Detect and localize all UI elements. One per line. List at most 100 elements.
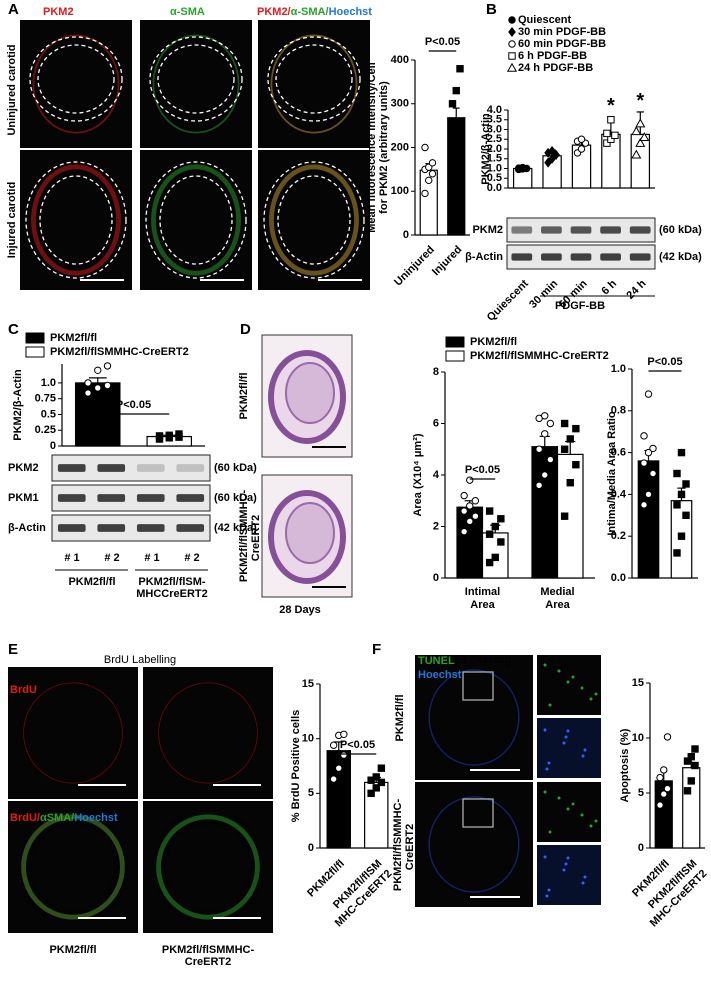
data-point xyxy=(340,751,348,759)
data-point xyxy=(460,491,468,500)
band xyxy=(629,226,651,234)
y-tick-label: 5 xyxy=(308,787,314,799)
micrograph-tissue xyxy=(31,164,121,276)
y-tick-label: 8 xyxy=(433,366,439,378)
y-tick-label: 3.5 xyxy=(487,114,502,126)
y-tick-label: 4 xyxy=(433,469,440,481)
x-tick-label: 24 h xyxy=(624,277,648,301)
data-point xyxy=(175,430,183,438)
micrograph-tissue xyxy=(151,164,241,276)
significance: * xyxy=(636,90,644,112)
data-point xyxy=(683,787,692,795)
data-point xyxy=(425,176,433,185)
data-point xyxy=(155,432,164,440)
nucleus xyxy=(562,741,566,745)
micrograph xyxy=(20,20,132,148)
nucleus xyxy=(557,796,561,800)
data-point xyxy=(485,558,494,567)
data-point xyxy=(94,366,102,375)
band xyxy=(97,524,126,532)
micrograph xyxy=(415,655,533,780)
y-axis-label: Apoptosis (%) xyxy=(619,728,631,802)
data-point xyxy=(631,149,642,159)
blot-size: (42 kDa) xyxy=(659,251,702,263)
data-point xyxy=(508,40,516,48)
micrograph-tissue xyxy=(32,34,120,134)
y-axis-label: Area (X10⁴ μm²) xyxy=(412,433,424,516)
nucleus xyxy=(545,767,549,771)
data-point xyxy=(644,390,653,398)
nucleus xyxy=(581,754,585,758)
x-tick-label: Area xyxy=(470,599,495,611)
data-point xyxy=(452,143,460,152)
image-title: Hoechst xyxy=(418,669,462,681)
bar xyxy=(447,117,466,236)
data-point xyxy=(649,444,657,453)
data-point xyxy=(466,517,474,526)
outline xyxy=(149,36,243,122)
data-point xyxy=(103,362,112,370)
y-tick-label: 0.2 xyxy=(611,530,626,542)
y-tick-label: 200 xyxy=(391,141,409,153)
data-point xyxy=(682,511,690,519)
data-point xyxy=(687,753,695,761)
y-tick-label: 3.0 xyxy=(487,123,502,135)
panel-title: BrdU Labelling xyxy=(104,654,176,666)
y-tick-label: 4.0 xyxy=(487,104,502,116)
data-point xyxy=(635,137,646,147)
data-point xyxy=(485,507,494,515)
y-tick-label: 2 xyxy=(433,520,439,532)
data-point xyxy=(607,116,615,124)
data-point xyxy=(644,448,653,457)
data-point xyxy=(677,448,686,457)
data-point xyxy=(421,189,429,198)
data-point xyxy=(673,501,681,509)
roi-box xyxy=(462,671,494,701)
nucleus xyxy=(543,790,547,794)
p-value: P<0.05 xyxy=(465,464,500,476)
data-point xyxy=(631,126,642,136)
y-tick-label: 15 xyxy=(632,677,644,689)
y-tick-label: 0.0 xyxy=(487,182,502,194)
outline xyxy=(159,175,233,265)
data-point xyxy=(428,170,437,178)
group-label: PDGF-BB xyxy=(555,300,605,312)
data-point xyxy=(471,497,480,505)
data-point xyxy=(452,86,460,95)
panel-label: C xyxy=(8,321,19,338)
data-point xyxy=(329,741,338,749)
data-point xyxy=(656,773,664,782)
y-tick-label: 0.0 xyxy=(611,572,626,584)
lane-label: # 2 xyxy=(104,552,119,564)
y-tick-label: 100 xyxy=(391,185,409,197)
legend-swatch xyxy=(25,332,45,344)
band xyxy=(57,524,86,532)
band xyxy=(176,524,205,532)
x-tick-label: Uninjured xyxy=(392,244,437,289)
y-tick-label: 2.5 xyxy=(487,133,502,145)
group-label: PKM2fl/fl xyxy=(68,576,115,588)
row-label: PKM2fl/flSMMHC- xyxy=(238,490,250,583)
image-title: BrdU xyxy=(10,684,37,696)
nucleus xyxy=(543,663,547,667)
title-part: α-SMA/ xyxy=(291,6,329,18)
x-tick-label: Area xyxy=(545,599,570,611)
micrograph-tissue xyxy=(269,164,359,276)
data-point xyxy=(577,135,586,143)
data-point xyxy=(377,764,386,772)
data-point xyxy=(491,553,499,562)
micrograph-tissue xyxy=(270,34,358,134)
y-axis-label: Mean fluorescence intensity/Cell xyxy=(366,62,378,233)
data-point xyxy=(660,790,668,798)
legend-label: 24 h PDGF-BB xyxy=(518,62,593,74)
band xyxy=(541,226,562,234)
data-point xyxy=(640,501,648,509)
title-part: αSMA/ xyxy=(40,812,74,824)
y-axis-label: PKM2/β-Actin xyxy=(480,113,492,185)
y-tick-label: 0.6 xyxy=(611,447,626,459)
band xyxy=(136,524,165,532)
data-point xyxy=(367,789,375,798)
data-point xyxy=(603,129,611,138)
micrograph xyxy=(143,667,273,799)
nucleus xyxy=(564,735,568,739)
